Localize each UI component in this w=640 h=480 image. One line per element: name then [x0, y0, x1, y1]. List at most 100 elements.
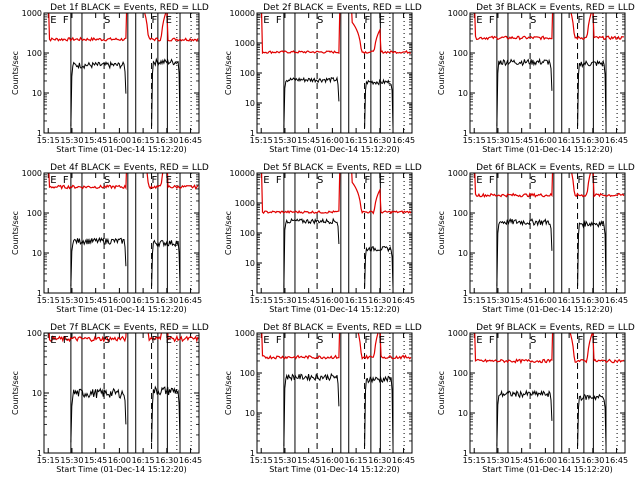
- plot-area: [474, 13, 624, 133]
- y-tick-label: 1: [37, 449, 42, 458]
- lld-series-line: [48, 333, 199, 343]
- x-tick-label: 16:45: [179, 456, 202, 465]
- plot-frame: [256, 172, 413, 294]
- x-tick-label: 15:15: [463, 136, 486, 145]
- interval-marker-label: F: [489, 335, 495, 346]
- x-tick-label: 15:15: [37, 296, 60, 305]
- y-axis-label: Counts/sec: [437, 211, 446, 255]
- chart-panel-1: Det 1f BLACK = Events, RED = LLD 1 10 100 10…: [11, 3, 209, 154]
- interval-marker-label: F: [276, 175, 282, 186]
- y-tick-label: 100: [240, 229, 255, 238]
- interval-marker-label: E: [476, 335, 482, 346]
- events-series-line: [283, 217, 340, 288]
- interval-marker-label: E: [379, 175, 385, 186]
- x-tick-label: 15:30: [273, 296, 296, 305]
- chart-panel-3: Det 3f BLACK = Events, RED = LLD 1 10 100 10…: [437, 3, 635, 154]
- x-tick-label: 16:30: [581, 456, 604, 465]
- x-tick-label: 16:30: [581, 136, 604, 145]
- x-tick-label: 15:30: [60, 136, 83, 145]
- lld-series-line: [48, 13, 199, 43]
- interval-marker-label: E: [592, 15, 598, 26]
- x-tick-label: 16:15: [558, 136, 581, 145]
- x-tick-label: 16:30: [368, 136, 391, 145]
- y-tick-label: 10: [245, 99, 255, 108]
- x-tick-label: 15:15: [37, 456, 60, 465]
- x-tick-label: 16:15: [132, 296, 155, 305]
- y-tick-label: 1: [250, 289, 255, 298]
- plot-frame: [469, 332, 626, 454]
- x-tick-label: 16:15: [345, 456, 368, 465]
- interval-marker-label: F: [276, 335, 282, 346]
- x-tick-label: 15:15: [250, 296, 273, 305]
- x-tick-label: 16:45: [392, 456, 415, 465]
- x-tick-label: 16:45: [392, 296, 415, 305]
- chart-panel-5: Det 5f BLACK = Events, RED = LLD 1 10 100 10…: [224, 163, 422, 314]
- y-tick-label: 1: [250, 449, 255, 458]
- events-series-line: [70, 387, 127, 443]
- x-tick-label: 15:45: [297, 296, 320, 305]
- chart-title: Det 5f BLACK = Events, RED = LLD: [263, 163, 422, 173]
- interval-marker-label: S: [317, 335, 323, 346]
- interval-marker-label: E: [166, 335, 172, 346]
- lld-series-line: [261, 173, 412, 215]
- y-tick-label: 1: [37, 129, 42, 138]
- y-axis-label: Counts/sec: [11, 51, 20, 95]
- x-tick-label: 16:00: [108, 296, 131, 305]
- x-tick-label: 16:45: [179, 136, 202, 145]
- x-tick-label: 16:00: [321, 296, 344, 305]
- x-tick-label: 15:45: [84, 136, 107, 145]
- x-tick-label: 15:15: [37, 136, 60, 145]
- x-tick-label: 16:45: [179, 296, 202, 305]
- lld-series-line: [474, 333, 625, 365]
- y-tick-label: 1: [37, 289, 42, 298]
- x-tick-label: 15:30: [60, 456, 83, 465]
- x-tick-label: 16:15: [558, 456, 581, 465]
- y-tick-label: 10: [458, 409, 468, 418]
- interval-marker-label: F: [63, 15, 69, 26]
- x-tick-label: 15:45: [510, 456, 533, 465]
- x-tick-label: 16:45: [392, 136, 415, 145]
- interval-marker-label: E: [263, 15, 269, 26]
- chart-title: Det 7f BLACK = Events, RED = LLD: [50, 323, 209, 333]
- x-axis-label: Start Time (01-Dec-14 15:12:20): [482, 145, 613, 154]
- x-tick-label: 15:30: [486, 296, 509, 305]
- interval-marker-label: E: [166, 15, 172, 26]
- x-axis-label: Start Time (01-Dec-14 15:12:20): [269, 145, 400, 154]
- interval-marker-label: E: [263, 175, 269, 186]
- plot-area: [48, 13, 199, 133]
- chart-title: Det 2f BLACK = Events, RED = LLD: [263, 3, 422, 13]
- y-tick-label: 10: [458, 89, 468, 98]
- interval-marker-label: E: [166, 175, 172, 186]
- x-tick-label: 16:30: [368, 456, 391, 465]
- interval-marker-label: F: [489, 175, 495, 186]
- lld-series-line: [48, 173, 199, 191]
- interval-marker-label: F: [151, 15, 157, 26]
- x-tick-label: 15:30: [273, 456, 296, 465]
- y-axis-label: Counts/sec: [437, 371, 446, 415]
- y-tick-label: 100: [27, 329, 42, 338]
- events-series-line: [364, 246, 394, 288]
- chart-panel-9: Det 9f BLACK = Events, RED = LLD 1 10 100 10…: [437, 323, 635, 474]
- x-tick-label: 15:45: [510, 296, 533, 305]
- interval-marker-label: E: [592, 175, 598, 186]
- y-tick-label: 10: [32, 89, 42, 98]
- interval-marker-label: F: [276, 15, 282, 26]
- x-tick-label: 16:30: [155, 136, 178, 145]
- interval-marker-label: E: [50, 15, 56, 26]
- y-axis-label: Counts/sec: [224, 211, 233, 255]
- lld-series-line: [474, 173, 625, 199]
- y-tick-label: 10: [32, 389, 42, 398]
- x-tick-label: 16:15: [345, 296, 368, 305]
- x-tick-label: 16:00: [321, 136, 344, 145]
- interval-marker-label: F: [151, 175, 157, 186]
- y-tick-label: 10: [245, 409, 255, 418]
- x-tick-label: 15:45: [297, 456, 320, 465]
- y-tick-label: 10000: [230, 169, 255, 178]
- x-tick-label: 15:15: [250, 456, 273, 465]
- interval-marker-label: S: [317, 15, 323, 26]
- y-tick-label: 100: [453, 209, 468, 218]
- y-tick-label: 1: [463, 449, 468, 458]
- x-axis-label: Start Time (01-Dec-14 15:12:20): [56, 145, 187, 154]
- chart-panel-6: Det 6f BLACK = Events, RED = LLD 1 10 100 10…: [437, 163, 635, 314]
- y-tick-label: 10: [32, 249, 42, 258]
